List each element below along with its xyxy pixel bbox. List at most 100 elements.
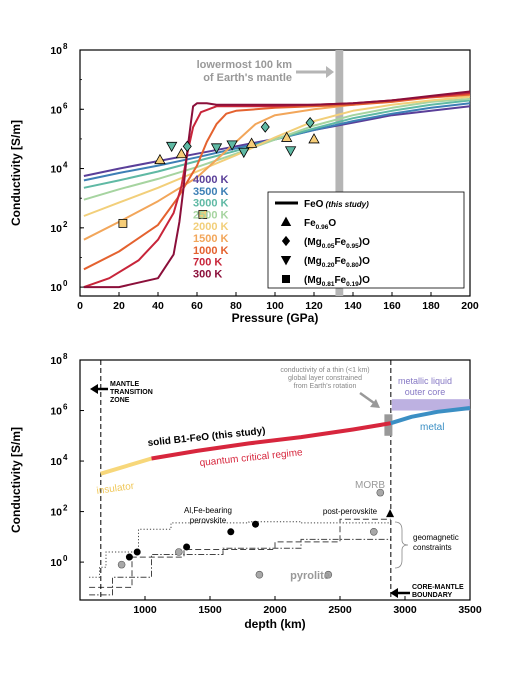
x-tick-label: 200 [461, 300, 479, 312]
marker-tri-down [165, 141, 178, 153]
grey-point [369, 527, 378, 536]
temp-label: 3000 K [193, 198, 229, 210]
y-tick-exponent: 8 [63, 352, 68, 361]
y-tick-label: 10 [50, 104, 62, 116]
marker-tri-up [281, 131, 293, 142]
temp-label: 1000 K [193, 245, 229, 257]
x-tick-label: 120 [305, 300, 323, 312]
grey-point [175, 548, 183, 556]
marker-tri-down [226, 140, 238, 151]
thin-layer-label-1: conductivity of a thin (<1 km) [280, 367, 369, 374]
temp-label: 2000 K [193, 221, 229, 233]
x-tick-label: 2000 [263, 604, 287, 616]
top-x-tick-labels: 0 20 40 60 80 100 120 140 160 180 200 [77, 292, 479, 312]
geomag-profile-dashdot [89, 538, 391, 596]
x-tick-label: 1500 [198, 604, 222, 616]
geomag-profile-dashed [89, 518, 391, 588]
marker-square [198, 210, 208, 219]
x-tick-label: 3500 [458, 604, 482, 616]
geomag-brace [394, 521, 409, 569]
y-tick-label: 10 [50, 223, 62, 235]
x-tick-label: 3000 [393, 604, 417, 616]
geomag-label-2: constraints [413, 543, 452, 552]
liquid-core-label-1: metallic liquid [398, 376, 452, 386]
black-point [183, 543, 191, 551]
liquid-core-bar [391, 399, 470, 411]
mantle-points [117, 488, 395, 579]
marker-tri-up [280, 216, 292, 227]
y-tick-exponent: 2 [63, 220, 68, 229]
band-arrow-icon [296, 66, 334, 78]
legend-label: FeO (this study) [304, 199, 369, 210]
marker-diamond [260, 121, 270, 133]
y-tick-exponent: 2 [63, 504, 68, 513]
ppv-label: post-perovskite [323, 507, 378, 516]
temp-label: 2500 K [193, 209, 229, 221]
legend-label: Fe0.96O [304, 218, 336, 231]
mantle-tz-arrow-icon [90, 384, 108, 394]
marker-diamond [305, 116, 315, 129]
black-point [133, 548, 141, 556]
feo-conductivity-profile [100, 406, 471, 476]
grey-point [376, 488, 385, 497]
temp-label: 1500 K [193, 233, 229, 245]
y-tick-exponent: 0 [63, 554, 68, 563]
mantle-tz-label-2: TRANSITION [110, 389, 153, 396]
band-rect [335, 50, 344, 296]
morb-label: MORB [355, 480, 385, 491]
band-label-line2: of Earth's mantle [203, 72, 292, 84]
bottom-x-tick-labels: 1000 1500 2000 2500 3000 3500 [133, 596, 482, 616]
thin-layer-label-2: global layer constrained [288, 375, 362, 382]
marker-diamond [281, 235, 291, 247]
mantle-tz-label-3: ZONE [110, 397, 130, 404]
marker-tri-up [175, 147, 188, 159]
y-tick-exponent: 8 [63, 42, 68, 51]
y-tick-label: 10 [50, 456, 62, 468]
afp-label-1: Al,Fe-bearing [184, 506, 232, 515]
boundary-lines [100, 360, 392, 600]
marker-tri-down [210, 143, 223, 154]
temp-label: 300 K [193, 268, 222, 280]
afp-label-2: perovskite [190, 516, 227, 525]
x-tick-label: 2500 [328, 604, 352, 616]
marker-tri-down [238, 147, 250, 159]
y-tick-exponent: 4 [63, 161, 68, 170]
x-tick-label: 180 [422, 300, 440, 312]
grey-point [324, 570, 333, 579]
top-y-axis-label: Conductivity [S/m] [9, 120, 23, 226]
grey-point [255, 570, 264, 579]
black-point [252, 520, 259, 528]
metal-label: metal [420, 422, 444, 433]
marker-tri-up [154, 153, 166, 165]
experimental-markers [118, 116, 340, 228]
band-label-line1: lowermost 100 km [197, 59, 293, 71]
marker-square [118, 218, 128, 228]
cmb-arrow-icon [390, 588, 410, 598]
x-tick-label: 80 [230, 300, 242, 312]
y-tick-exponent: 6 [63, 101, 68, 110]
y-tick-label: 10 [50, 45, 62, 57]
legend-box [267, 191, 465, 289]
x-tick-label: 40 [152, 300, 164, 312]
y-tick-label: 10 [50, 164, 62, 176]
lowermost-mantle-band [335, 50, 344, 296]
cmb-label-2: BOUNDARY [412, 592, 453, 599]
liquid-core-label-2: outer core [405, 387, 446, 397]
cmb-label-1: CORE-MANTLE [412, 584, 464, 591]
quantum-label: quantum critical regime [199, 447, 303, 469]
series-line-2500k [83, 97, 471, 201]
geomag-label-1: geomagnetic [413, 533, 459, 542]
x-tick-label: 60 [191, 300, 203, 312]
x-tick-label: 1000 [133, 604, 157, 616]
temp-label: 4000 K [193, 174, 229, 186]
thin-layer-arrow-icon [359, 391, 380, 408]
x-tick-label: 20 [113, 300, 125, 312]
marker-tri-up [308, 133, 320, 144]
x-tick-label: 140 [344, 300, 362, 312]
marker-diamond [182, 140, 192, 152]
